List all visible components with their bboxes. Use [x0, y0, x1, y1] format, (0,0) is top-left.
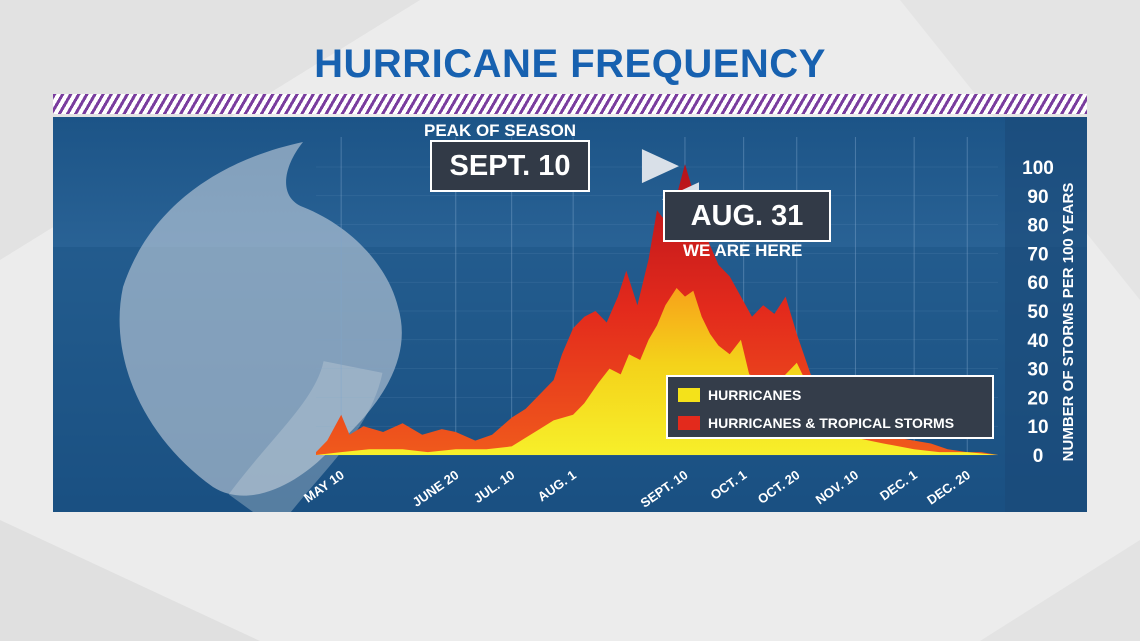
current-date-box: AUG. 31	[663, 190, 831, 242]
current-caption: WE ARE HERE	[683, 241, 803, 260]
y-tick-label: 10	[1027, 417, 1048, 438]
y-tick-label: 20	[1027, 388, 1048, 409]
legend-label-hurricanes: HURRICANES	[708, 387, 802, 403]
y-tick-label: 100	[1022, 158, 1054, 179]
y-tick-label: 70	[1027, 244, 1048, 265]
y-tick-label: 60	[1027, 273, 1048, 294]
chart-title: HURRICANE FREQUENCY	[314, 42, 826, 86]
y-axis-area	[1005, 117, 1087, 512]
chart-areas	[316, 164, 998, 455]
y-tick-label: 90	[1027, 187, 1048, 208]
y-tick-label: 50	[1027, 302, 1048, 323]
area-hurricanes-and-tropical-storms	[316, 164, 998, 455]
y-tick-label: 0	[1033, 446, 1044, 467]
legend-swatch-all-storms	[678, 416, 700, 430]
y-axis-label: NUMBER OF STORMS PER 100 YEARS	[1060, 183, 1077, 462]
peak-date-box: SEPT. 10	[430, 140, 590, 192]
decorative-stripe	[53, 94, 1087, 114]
legend-label-all-storms: HURRICANES & TROPICAL STORMS	[708, 415, 955, 431]
y-tick-labels: 0 10 20 30 40 50 60 70 80 90 100	[1022, 158, 1054, 467]
legend: HURRICANES HURRICANES & TROPICAL STORMS	[666, 375, 994, 439]
y-tick-label: 80	[1027, 216, 1048, 237]
legend-item-all-storms: HURRICANES & TROPICAL STORMS	[678, 413, 954, 433]
legend-swatch-hurricanes	[678, 388, 700, 402]
peak-arrow	[641, 149, 679, 184]
peak-caption: PEAK OF SEASON	[424, 121, 577, 140]
area-hurricanes	[316, 288, 998, 455]
y-tick-label: 30	[1027, 360, 1048, 381]
hurricane-symbol-icon	[119, 142, 402, 496]
chart-svg: MAY 10 JUNE 20 JUL. 10 AUG. 1 SEPT. 10 OCT. 1…	[53, 117, 1087, 512]
legend-item-hurricanes: HURRICANES	[678, 385, 801, 405]
chart-panel: MAY 10 JUNE 20 JUL. 10 AUG. 1 SEPT. 10 OCT. 1…	[53, 117, 1087, 512]
y-tick-label: 40	[1027, 331, 1048, 352]
